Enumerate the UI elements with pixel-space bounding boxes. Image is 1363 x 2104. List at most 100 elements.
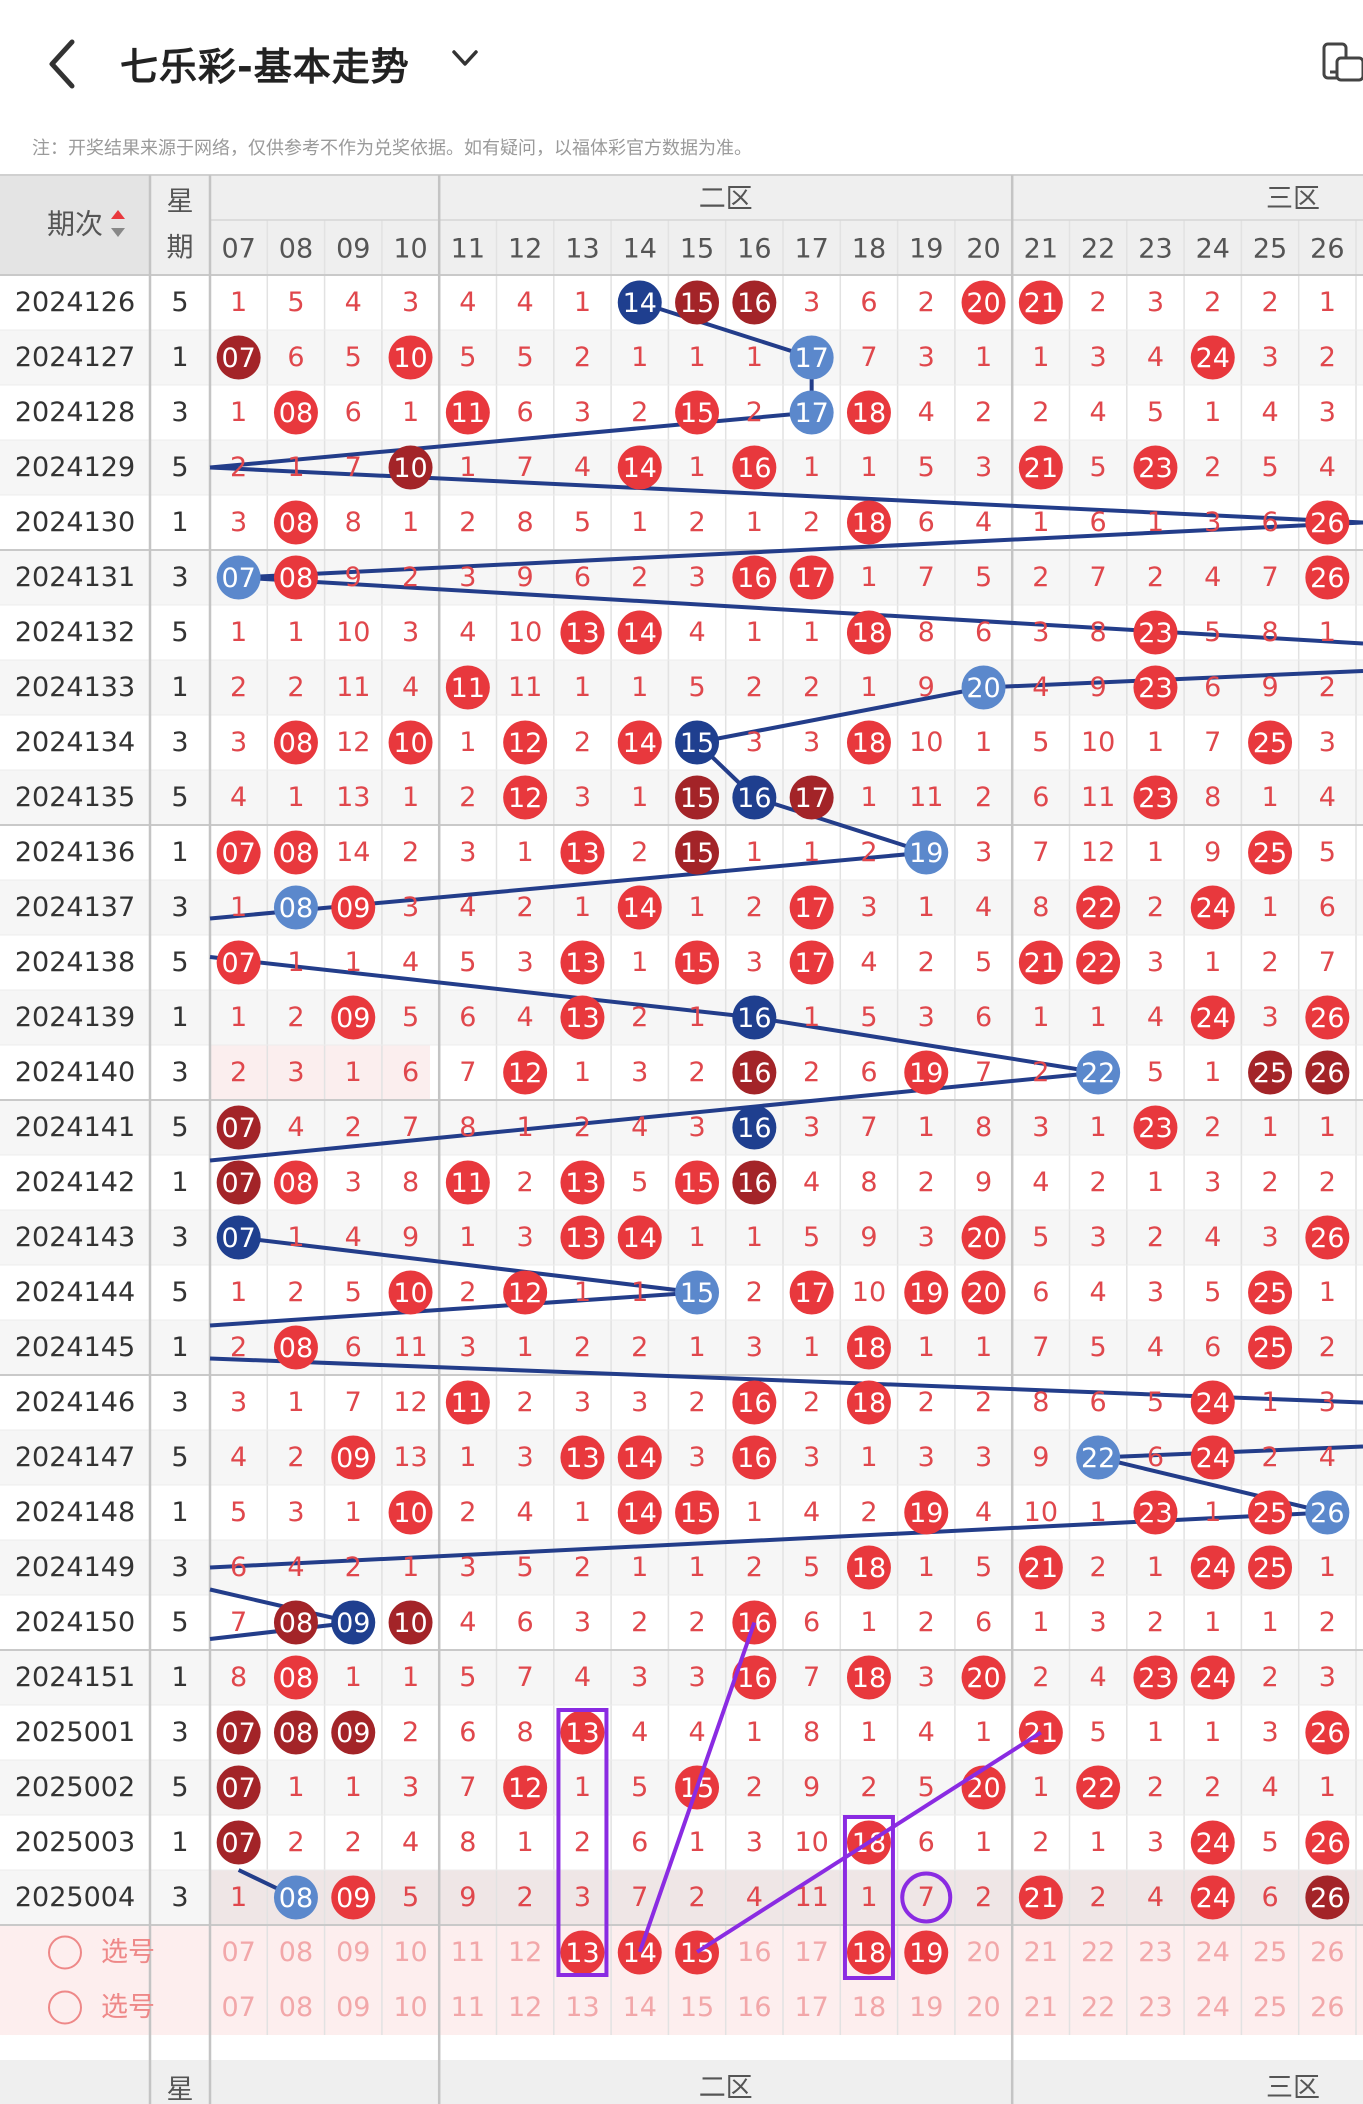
omission-count: 1 — [746, 1717, 763, 1748]
omission-count: 1 — [1032, 342, 1049, 373]
omission-count: 2 — [746, 1772, 763, 1803]
table-row[interactable] — [0, 1375, 1363, 1430]
drawn-ball — [560, 940, 605, 985]
omission-count: 2 — [1090, 287, 1107, 318]
pick-radio[interactable] — [48, 1935, 82, 1970]
sort-up-down-icon[interactable] — [111, 210, 125, 237]
omission-count: 1 — [688, 452, 705, 483]
drawn-number: 15 — [680, 948, 714, 979]
drawn-ball — [503, 720, 548, 765]
omission-count: 1 — [688, 1002, 705, 1033]
omission-count: 7 — [1090, 562, 1107, 593]
drawn-ball — [388, 1490, 433, 1535]
omission-count: 1 — [1147, 507, 1164, 538]
footer-period: - — [70, 2093, 80, 2104]
omission-count: 3 — [631, 1662, 648, 1693]
omission-count: 1 — [918, 1332, 935, 1363]
omission-count: 3 — [1319, 1662, 1336, 1693]
drawn-ball — [503, 1270, 548, 1315]
omission-count: 1 — [287, 452, 304, 483]
omission-count: 3 — [459, 837, 476, 868]
drawn-ball — [732, 445, 777, 490]
chevron-down-icon[interactable] — [448, 44, 482, 74]
weekday-cell: 1 — [171, 1332, 188, 1363]
omission-count: 1 — [1032, 1772, 1049, 1803]
table-row[interactable] — [0, 990, 1363, 1045]
omission-count: 3 — [345, 1167, 362, 1198]
drawn-number: 15 — [680, 1278, 714, 1309]
omission-count: 4 — [1147, 1882, 1164, 1913]
drawn-ball — [675, 390, 720, 435]
omission-count: 2 — [345, 1112, 362, 1143]
omission-count: 3 — [631, 1387, 648, 1418]
drawn-ball — [732, 1105, 777, 1150]
omission-count: 2 — [1319, 1332, 1336, 1363]
omission-count: 6 — [1204, 672, 1221, 703]
pick-number: 09 — [336, 1992, 370, 2023]
drawn-ball — [560, 830, 605, 875]
pick-ball-selected[interactable] — [617, 1930, 662, 1975]
chevron-left-icon[interactable] — [38, 34, 88, 94]
omission-count: 7 — [1032, 837, 1049, 868]
omission-count: 2 — [402, 1717, 419, 1748]
drawn-ball — [503, 1765, 548, 1810]
omission-count: 1 — [746, 1222, 763, 1253]
omission-count: 1 — [860, 1717, 877, 1748]
pick-ball-selected[interactable] — [675, 1930, 720, 1975]
drawn-ball — [1305, 500, 1350, 545]
omission-count: 2 — [459, 1277, 476, 1308]
omission-count: 1 — [1319, 1112, 1336, 1143]
pick-radio[interactable] — [48, 1990, 82, 2025]
drawn-ball — [1305, 1490, 1350, 1535]
phone-tablet-icon[interactable] — [1320, 40, 1363, 84]
drawn-ball — [732, 1160, 777, 1205]
drawn-number: 18 — [852, 508, 886, 539]
table-row[interactable] — [0, 1595, 1363, 1650]
pick-ball-selected[interactable] — [846, 1930, 891, 1975]
weekday-cell: 3 — [171, 1057, 188, 1088]
column-header: 14 — [623, 234, 657, 265]
drawn-ball — [216, 940, 261, 985]
omission-count: 1 — [1319, 617, 1336, 648]
drawn-number: 07 — [221, 948, 255, 979]
drawn-number: 12 — [508, 728, 542, 759]
weekday-cell: 1 — [171, 672, 188, 703]
table-row[interactable] — [0, 1320, 1363, 1375]
drawn-ball — [961, 1655, 1006, 1700]
column-header: 07 — [221, 234, 255, 265]
drawn-number: 15 — [680, 288, 714, 319]
omission-count: 6 — [918, 1827, 935, 1858]
drawn-ball — [617, 885, 662, 930]
omission-count: 6 — [860, 1057, 877, 1088]
omission-count: 3 — [1090, 1607, 1107, 1638]
drawn-number: 26 — [1310, 563, 1344, 594]
pick-number: 14 — [623, 1938, 657, 1969]
omission-count: 3 — [402, 287, 419, 318]
omission-count: 13 — [336, 782, 370, 813]
drawn-ball — [961, 1270, 1006, 1315]
omission-count: 2 — [1032, 397, 1049, 428]
drawn-number: 26 — [1310, 1223, 1344, 1254]
page-title[interactable]: 七乐彩-基本走势 — [120, 45, 410, 89]
omission-count: 6 — [345, 1332, 362, 1363]
drawn-number: 26 — [1310, 508, 1344, 539]
drawn-number: 24 — [1196, 1443, 1230, 1474]
drawn-number: 25 — [1253, 838, 1287, 869]
drawn-number: 20 — [966, 288, 1000, 319]
drawn-ball — [904, 1490, 949, 1535]
weekday-cell: 1 — [171, 1827, 188, 1858]
drawn-number: 14 — [623, 453, 657, 484]
omission-count: 7 — [860, 1112, 877, 1143]
column-header: 13 — [565, 234, 599, 265]
pick-ball-selected[interactable] — [904, 1930, 949, 1975]
table-row[interactable] — [0, 495, 1363, 550]
drawn-number: 11 — [451, 673, 485, 704]
drawn-number: 22 — [1081, 948, 1115, 979]
omission-count: 1 — [574, 287, 591, 318]
omission-count: 5 — [1204, 1277, 1221, 1308]
table-row[interactable] — [0, 880, 1363, 935]
pick-number: 13 — [565, 1938, 599, 1969]
pick-ball-selected[interactable] — [560, 1930, 605, 1975]
weekday-cell: 3 — [171, 1717, 188, 1748]
period-cell: 2024135 — [15, 782, 135, 813]
